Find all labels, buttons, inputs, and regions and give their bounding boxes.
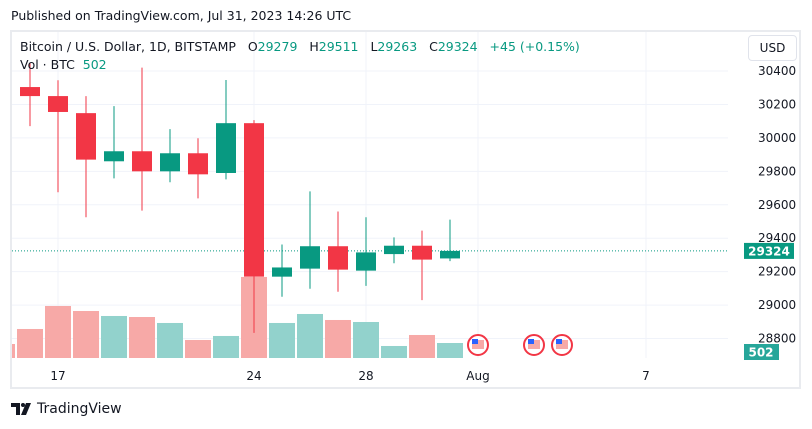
candle-body [244,123,264,277]
volume-bar [381,345,407,358]
price-tick-label: 30200 [758,97,796,111]
low-value: 29263 [377,39,418,54]
plot-area [0,62,728,358]
close-label: C [429,39,438,54]
us-event-flag-icon[interactable] [551,334,573,356]
time-tick-label: 28 [358,369,373,383]
flag-stripes [528,340,540,349]
volume-bar [101,315,127,358]
candle-body [440,250,460,259]
candle-body [356,252,376,271]
candle-body [132,151,152,172]
price-tick-label: 29000 [758,298,796,312]
open-label: O [247,39,258,54]
currency-button[interactable]: USD [748,35,797,61]
flag-stripes [556,340,568,349]
symbol-legend: Bitcoin / U.S. Dollar, 1D, BITSTAMP O292… [20,39,580,54]
time-tick-label: 17 [50,369,65,383]
us-event-flag-icon[interactable] [467,334,489,356]
close-value: 29324 [437,39,478,54]
volume-bar [129,317,155,358]
candle-body [20,87,40,97]
price-tick-label: 29600 [758,198,796,212]
chart-frame [10,30,801,389]
volume-bar [409,334,435,358]
open-value: 29279 [257,39,298,54]
volume-legend: Vol · BTC 502 [20,57,107,72]
flag-canton [556,339,562,344]
price-tick-label: 29200 [758,265,796,279]
price-tick-label: 28800 [758,332,796,346]
published-caption: Published on TradingView.com, Jul 31, 20… [11,8,352,23]
candle-body [104,151,124,162]
volume-bar [45,305,71,358]
time-tick-label: 7 [642,369,650,383]
candle-body [0,68,12,81]
volume-badge [744,344,779,360]
flag-canton [472,339,478,344]
volume-bar [325,319,351,358]
volume-badge-label: 502 [748,346,773,360]
tradingview-logo-icon [11,403,31,415]
volume-bar [157,322,183,358]
candle-body [76,113,96,160]
time-tick-label: Aug [466,369,489,383]
flag-stripes [472,340,484,349]
candle-body [188,153,208,175]
price-tick-label: 29800 [758,164,796,178]
volume-bar [73,310,99,358]
price-badge [744,242,794,259]
flag-canton [528,339,534,344]
candle-body [328,246,348,270]
volume-bar [297,313,323,358]
price-tick-label: 30400 [758,64,796,78]
symbol-title: Bitcoin / U.S. Dollar, 1D, BITSTAMP [20,39,236,54]
volume-value: 502 [82,57,107,72]
high-label: H [309,39,319,54]
time-tick-label: 24 [246,369,261,383]
candle-body [300,246,320,269]
price-tick-label: 30000 [758,131,796,145]
candle-body [48,96,68,112]
candle-body [384,245,404,255]
low-label: L [370,39,378,54]
change-value: +45 (+0.15%) [489,39,580,54]
price-badge-label: 29324 [748,244,790,258]
high-value: 29511 [318,39,359,54]
volume-label: Vol · BTC [20,57,75,72]
volume-bar [269,322,295,358]
candle-body [272,267,292,277]
volume-bar [185,339,211,358]
candle-body [412,245,432,260]
volume-bar [17,328,43,358]
us-event-flag-icon[interactable] [523,334,545,356]
candle-body [160,153,180,172]
tradingview-logo[interactable]: TradingView [11,401,122,417]
price-tick-label: 29400 [758,231,796,245]
volume-bar [437,343,463,358]
candle-body [216,123,236,173]
volume-bar [353,321,379,358]
volume-bar [12,343,15,358]
brand-name: TradingView [37,401,122,417]
volume-bar [213,335,239,358]
